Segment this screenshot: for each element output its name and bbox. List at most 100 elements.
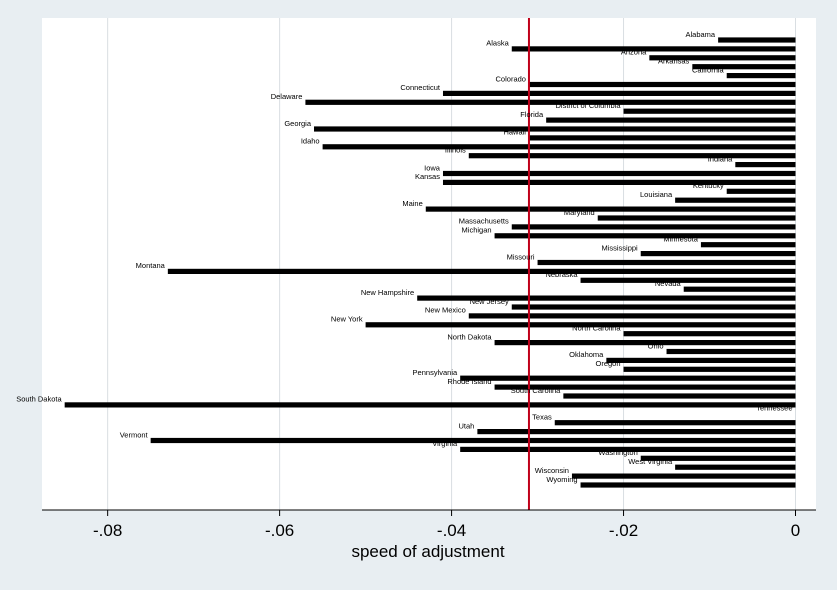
category-label: Maine	[402, 199, 422, 208]
bar-nevada	[683, 286, 796, 292]
bar-arkansas	[692, 64, 796, 70]
bar-kentucky	[726, 188, 796, 194]
bar-michigan	[494, 233, 796, 239]
category-label: Oklahoma	[569, 350, 604, 359]
category-label: New Jersey	[470, 297, 509, 306]
bar-kansas	[442, 179, 796, 185]
bar-mississippi	[640, 251, 796, 257]
bar-iowa	[442, 170, 796, 177]
category-label: Rhode Island	[447, 377, 491, 386]
category-label: Illinois	[445, 146, 466, 155]
category-label: Connecticut	[400, 83, 441, 92]
bar-hawaii	[528, 135, 796, 141]
bar-montana	[167, 268, 796, 274]
bar-oklahoma	[606, 357, 796, 363]
category-label: West Virginia	[628, 457, 673, 466]
bar-west-virginia	[675, 464, 796, 470]
bar-virginia	[460, 446, 796, 452]
bar-connecticut	[442, 90, 796, 96]
bar-south-carolina	[563, 393, 796, 399]
category-label: Michigan	[462, 226, 492, 235]
category-label: Utah	[459, 421, 475, 430]
category-label: Alaska	[486, 39, 509, 48]
category-label: Tennessee	[756, 404, 792, 413]
category-label: Alabama	[686, 30, 716, 39]
category-label: North Dakota	[447, 332, 492, 341]
category-label: North Carolina	[572, 324, 621, 333]
category-label: New Mexico	[425, 306, 466, 315]
bar-vermont	[150, 437, 796, 444]
category-label: Idaho	[301, 137, 320, 146]
category-label: Florida	[520, 110, 544, 119]
bar-louisiana	[675, 197, 796, 203]
bar-arizona	[649, 55, 796, 61]
bar-maryland	[597, 215, 796, 221]
category-label: New Hampshire	[361, 288, 414, 297]
bar-south-dakota	[64, 402, 796, 408]
bar-minnesota	[700, 242, 796, 248]
category-label: District of Columbia	[556, 101, 622, 110]
category-label: Delaware	[271, 92, 303, 101]
bar-pennsylvania	[460, 375, 796, 381]
bar-indiana	[735, 162, 796, 168]
category-label: Ohio	[648, 341, 664, 350]
category-label: New York	[331, 315, 363, 324]
category-label: South Carolina	[511, 386, 561, 395]
bars	[64, 37, 796, 488]
bar-washington	[640, 455, 796, 461]
x-axis-title: speed of adjustment	[351, 542, 504, 561]
x-axis: -.08 -.06 -.04 -.02 0	[42, 509, 816, 540]
category-label: Kansas	[415, 172, 440, 181]
category-label: Oregon	[596, 359, 621, 368]
x-tick-label: -.06	[265, 521, 294, 540]
bar-north-carolina	[623, 331, 796, 337]
bar-idaho	[322, 144, 796, 150]
category-label: Wyoming	[546, 475, 577, 484]
bar-massachusetts	[511, 224, 796, 230]
bar-new-mexico	[468, 313, 796, 319]
category-label: Mississippi	[601, 243, 638, 252]
category-label: Indiana	[708, 154, 733, 163]
category-label: Nevada	[655, 279, 682, 288]
bar-missouri	[537, 259, 796, 266]
category-label: Iowa	[424, 163, 441, 172]
category-label: Kentucky	[693, 181, 724, 190]
x-tick-label: 0	[791, 521, 800, 540]
x-tick-label: -.04	[437, 521, 466, 540]
bar-maine	[425, 206, 796, 212]
category-label: Georgia	[284, 119, 312, 128]
bar-new-jersey	[511, 304, 796, 310]
bar-georgia	[314, 126, 796, 132]
bar-delaware	[305, 99, 796, 105]
bar-texas	[554, 420, 796, 426]
category-label: Arkansas	[658, 57, 690, 66]
category-label: Texas	[532, 413, 552, 422]
bar-north-dakota	[494, 340, 796, 346]
bar-california	[726, 73, 796, 79]
category-label: Arizona	[621, 48, 647, 57]
bar-ohio	[666, 348, 796, 355]
bar-wisconsin	[571, 473, 796, 479]
category-label: Washington	[598, 448, 637, 457]
category-label: Louisiana	[640, 190, 673, 199]
category-label: Virginia	[432, 439, 458, 448]
bar-utah	[477, 429, 796, 435]
bar-district-of-columbia	[623, 108, 796, 114]
bar-new-york	[365, 322, 796, 328]
bar-nebraska	[580, 277, 796, 283]
category-label: Wisconsin	[535, 466, 569, 475]
bar-colorado	[528, 81, 796, 88]
category-label: Colorado	[496, 74, 526, 83]
bar-new-hampshire	[417, 295, 796, 301]
bar-rhode-island	[494, 384, 796, 390]
category-label: Missouri	[507, 252, 535, 261]
category-label: Maryland	[564, 208, 595, 217]
category-label: Nebraska	[545, 270, 578, 279]
x-tick-label: -.02	[609, 521, 638, 540]
category-label: Massachusetts	[459, 217, 509, 226]
bar-alabama	[718, 37, 796, 43]
category-label: Pennsylvania	[413, 368, 458, 377]
